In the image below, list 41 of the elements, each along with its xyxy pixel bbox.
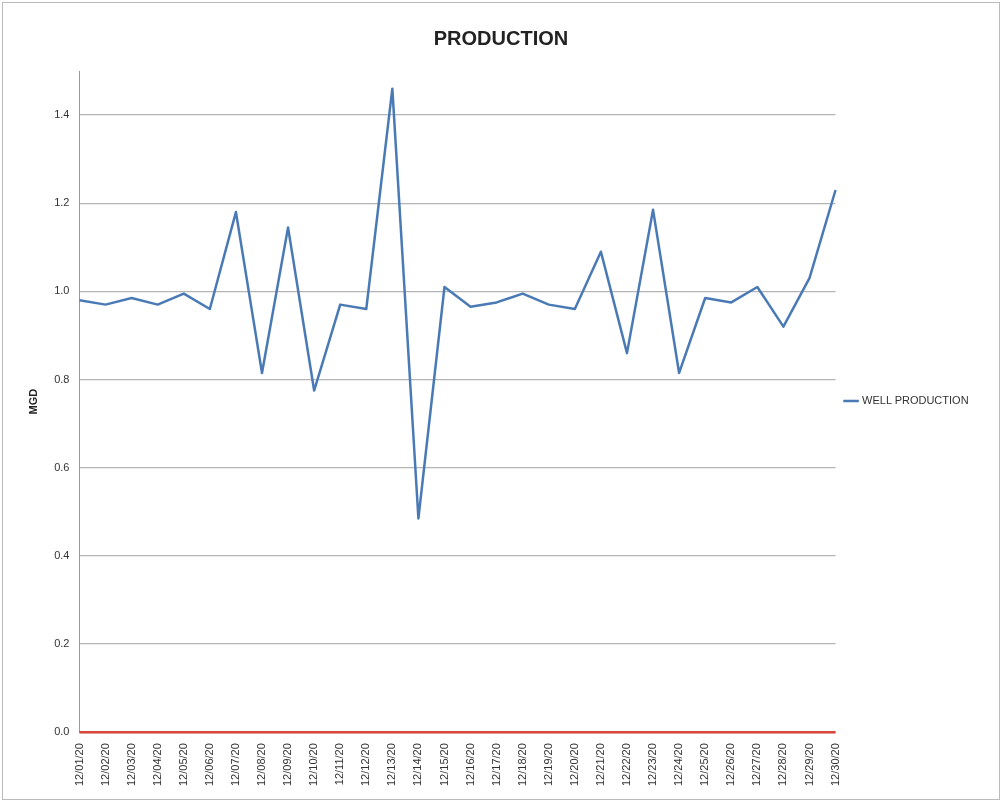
x-tick-label: 12/13/20: [385, 743, 398, 787]
x-tick-label: 12/21/20: [593, 743, 606, 787]
x-tick-label: 12/14/20: [411, 743, 424, 787]
x-tick-label: 12/08/20: [255, 743, 268, 787]
x-tick-label: 12/28/20: [776, 743, 789, 787]
x-tick-label: 12/24/20: [672, 743, 685, 787]
x-tick-label: 12/23/20: [646, 743, 659, 787]
x-tick-label: 12/25/20: [698, 743, 711, 787]
x-tick-label: 12/06/20: [202, 743, 215, 787]
x-tick-label: 12/16/20: [463, 743, 476, 787]
x-tick-label: 12/11/20: [333, 743, 346, 786]
x-tick-label: 12/20/20: [567, 743, 580, 787]
y-tick-label: 0.8: [54, 372, 70, 385]
x-tick-label: 12/19/20: [541, 743, 554, 787]
x-tick-label: 12/22/20: [620, 743, 633, 787]
y-tick-label: 0.0: [54, 725, 70, 738]
x-tick-label: 12/07/20: [228, 743, 241, 787]
y-tick-label: 1.0: [54, 284, 70, 297]
x-tick-label: 12/17/20: [489, 743, 502, 787]
y-tick-label: 0.4: [54, 548, 70, 561]
x-tick-label: 12/03/20: [124, 743, 137, 787]
x-tick-label: 12/05/20: [176, 743, 189, 787]
x-tick-label: 12/26/20: [724, 743, 737, 787]
x-tick-label: 12/29/20: [802, 743, 815, 787]
y-tick-label: 0.6: [54, 460, 70, 473]
y-tick-label: 1.2: [54, 196, 70, 209]
y-tick-label: 0.2: [54, 637, 70, 650]
legend-label: WELL PRODUCTION: [862, 394, 969, 407]
x-tick-label: 12/02/20: [98, 743, 111, 787]
x-tick-label: 12/01/20: [72, 743, 85, 787]
x-tick-label: 12/27/20: [750, 743, 763, 787]
x-tick-label: 12/18/20: [515, 743, 528, 787]
x-tick-label: 12/10/20: [307, 743, 320, 787]
chart-title: PRODUCTION: [433, 26, 569, 49]
x-tick-label: 12/12/20: [359, 743, 372, 787]
y-tick-label: 1.4: [54, 108, 70, 121]
x-tick-label: 12/09/20: [281, 743, 294, 787]
x-tick-label: 12/30/20: [828, 743, 841, 787]
x-tick-label: 12/15/20: [437, 743, 450, 787]
x-tick-label: 12/04/20: [150, 743, 163, 787]
y-axis-title: MGD: [26, 388, 39, 415]
